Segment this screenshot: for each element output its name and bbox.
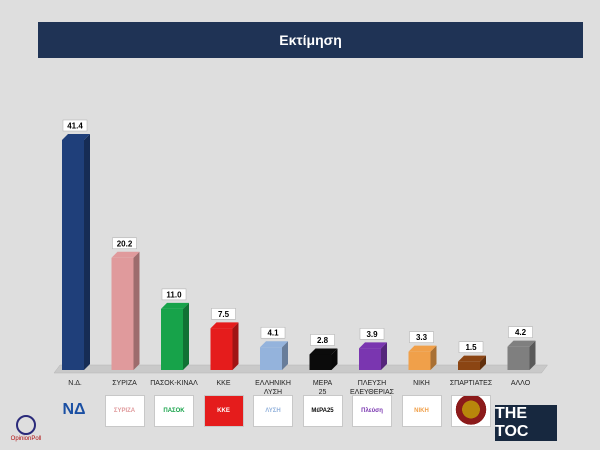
data-label: 11.0 [166,290,182,299]
bar-side [381,342,387,370]
pollster-name: OpinionPoll [10,436,42,442]
bar-top [111,251,140,258]
bar-top [507,340,536,347]
bar [309,354,332,370]
bar-side [480,355,486,370]
data-label: 2.8 [317,336,329,345]
bar-top [359,342,387,349]
category-label: ΑΛΛΟ [511,380,531,387]
bar-top [62,134,90,140]
bar [161,308,183,370]
bar [507,346,530,370]
niki-logo-icon: ΝΙΚΗ [401,395,442,427]
data-label: 41.4 [67,122,83,131]
data-label: 1.5 [465,343,477,352]
category-label: ΕΛΛΗΝΙΚΗ [255,380,291,387]
bar-top [161,302,189,309]
spartiates-logo-icon [451,395,491,427]
data-label-box [359,328,385,340]
bar-top [408,345,437,352]
data-label-box [260,326,286,339]
data-label-box [62,119,88,132]
pollster-logo: OpinionPoll [6,415,46,442]
bar-top [210,322,239,329]
category-label: Ν.Δ. [68,380,82,387]
data-label: 3.9 [366,330,378,339]
pollster-icon [16,415,36,435]
syriza-logo-icon: ΣΥΡΙΖΑ [104,395,145,427]
elliniki-lysi-logo-icon: ΛΥΣΗ [253,395,293,427]
data-label: 4.1 [267,329,279,338]
category-label: ΠΛΕΥΣΗ [358,380,386,387]
data-label-box [112,237,137,250]
data-label-box [161,288,187,301]
bar [359,348,381,370]
category-label: ΣΥΡΙΖΑ [112,380,137,387]
data-label-box [508,326,533,338]
category-label: ΛΥΣΗ [264,389,282,396]
data-label: 20.2 [117,239,133,248]
category-label: ΝΙΚΗ [413,380,430,387]
bar [260,347,282,370]
bar-top [309,348,338,355]
bar [111,257,134,370]
bar-side [282,341,288,370]
data-label-box [409,331,434,343]
brand-logo: THE TOC [495,405,557,441]
data-label: 3.3 [416,333,428,342]
bar-side [331,348,338,370]
bar-side [529,340,536,370]
bar [458,361,480,370]
data-label-box [310,334,335,346]
bar-side [84,134,90,370]
category-label: ΚΚΕ [216,380,230,387]
bar-side [133,251,140,370]
data-label-box [211,308,236,320]
kke-logo-icon: ΚΚΕ [203,395,244,427]
nd-logo-icon: ΝΔ [62,401,86,418]
bar-side [183,302,189,370]
category-label: ΕΛΕΥΘΕΡΙΑΣ [350,389,395,396]
bar [210,328,233,370]
chart-title: Εκτίμηση [38,22,583,58]
category-label: ΠΑΣΟΚ-ΚΙΝΑΛ [150,380,198,387]
pasok-logo-icon: ΠΑΣΟΚ [154,395,194,427]
bar-side [430,345,437,370]
data-label-box [458,341,484,353]
data-label: 4.2 [515,328,527,337]
plefsi-logo-icon: Πλεύση [352,395,392,427]
bar [408,351,431,370]
category-label: ΣΠΑΡΤΙΑΤΕΣ [450,380,493,387]
data-label: 7.5 [218,310,230,319]
mera25-logo-icon: ΜέΡΑ25 [302,395,343,427]
category-label: ΜΕΡΑ [313,380,333,387]
bar [62,140,84,370]
bar-top [458,355,486,362]
bar-top [260,341,288,348]
bar-side [232,322,239,370]
category-label: 25 [319,389,327,396]
